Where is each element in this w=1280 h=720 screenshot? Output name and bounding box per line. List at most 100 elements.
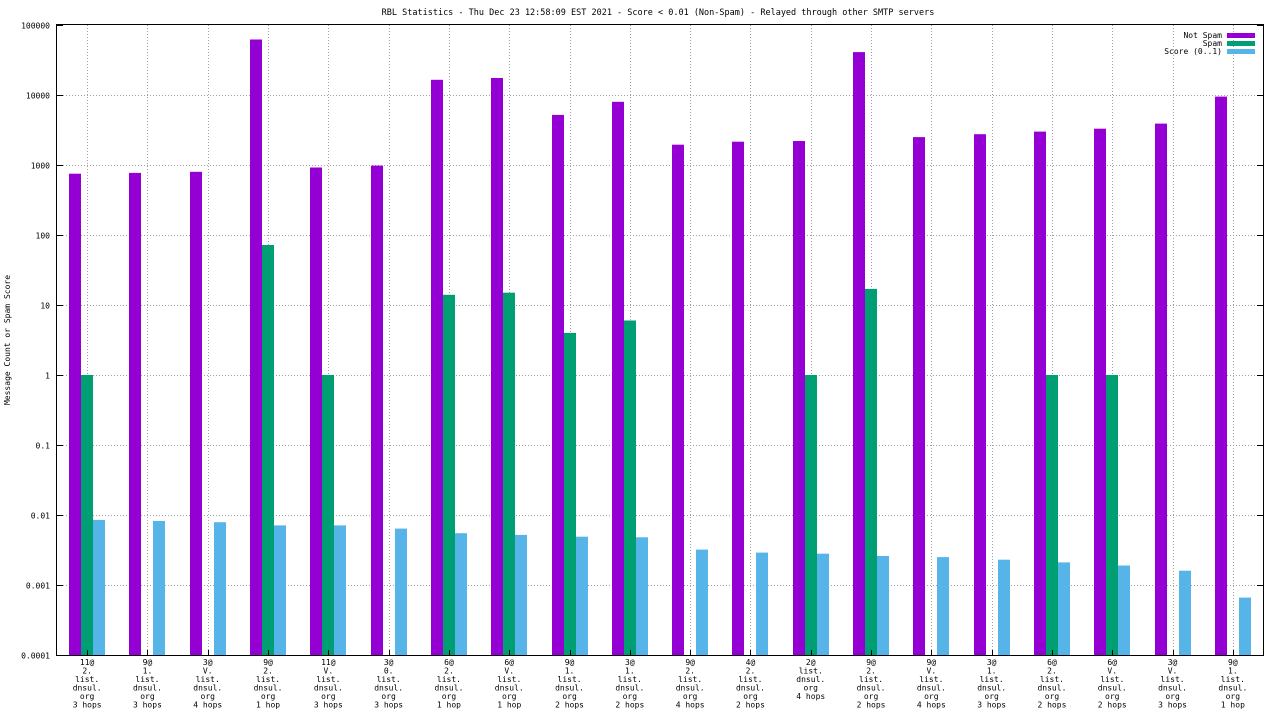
x-tick-label-line: 2 hops (1098, 701, 1127, 710)
x-tick-label-line: 6@ (1107, 658, 1117, 667)
bar-score-0-1 (877, 556, 889, 655)
x-tick-label-line: V. (927, 667, 937, 676)
x-tick-label-line: dnsul. (434, 684, 463, 693)
bar-score-0-1 (998, 559, 1010, 655)
x-tick-label-line: org (442, 692, 457, 701)
x-tick-label: 6@ 2. list. dnsul. org 2 hops (1037, 658, 1066, 710)
y-tick-label: 100000 (21, 22, 50, 31)
x-tick-label: 3@ 1. list. dnsul. org 3 hops (977, 658, 1006, 710)
bar-not-spam (974, 134, 986, 655)
x-tick-label-line: dnsul. (917, 684, 946, 693)
bar-spam (503, 292, 515, 655)
bar-score-0-1 (937, 557, 949, 655)
x-tick-label: 11@ V. list. dnsul. org 3 hops (314, 658, 343, 710)
x-tick-label-line: dnsul. (615, 684, 644, 693)
x-tick-label-line: 6@ (504, 658, 514, 667)
bar-spam (81, 375, 93, 655)
bar-not-spam (732, 141, 744, 655)
bar-score-0-1 (455, 533, 467, 655)
x-tick-label-line: 3 hops (314, 701, 343, 710)
x-tick-label-line: V. (1168, 667, 1178, 676)
bar-score-0-1 (153, 521, 165, 655)
y-tick-label: 10 (40, 302, 50, 311)
x-tick-label-line: org (1165, 692, 1180, 701)
x-tick-label: 9@ 1. list. dnsul. org 1 hop (1218, 658, 1247, 710)
bar-not-spam (250, 39, 262, 655)
bar-spam (805, 375, 817, 655)
bar-spam (1046, 375, 1058, 655)
y-tick-label: 0.01 (31, 512, 50, 521)
x-tick-label-line: 3 hops (73, 701, 102, 710)
bar-spam (262, 245, 274, 655)
x-tick-label-line: list. (980, 675, 1004, 684)
x-tick-label-line: 0. (384, 667, 394, 676)
legend-swatch (1227, 41, 1255, 46)
x-tick-label-line: 3 hops (977, 701, 1006, 710)
x-tick-label-line: list. (1100, 675, 1124, 684)
x-tick-label-line: 9@ (685, 658, 695, 667)
x-tick-label-line: V. (203, 667, 213, 676)
x-tick-label-line: 11@ (80, 658, 95, 667)
x-tick-label: 11@ 2. list. dnsul. org 3 hops (73, 658, 102, 710)
x-tick-label-line: 9@ (565, 658, 575, 667)
x-tick-label-line: dnsul. (193, 684, 222, 693)
legend-label: Not Spam (1183, 31, 1222, 40)
x-tick-label-line: dnsul. (495, 684, 524, 693)
bar-not-spam (672, 144, 684, 655)
x-tick-label-line: list. (1221, 675, 1245, 684)
x-tick-label-line: 2. (263, 667, 273, 676)
bar-not-spam (491, 78, 503, 655)
x-tick-label-line: list. (919, 675, 943, 684)
x-tick-label-line: V. (504, 667, 514, 676)
bar-score-0-1 (1118, 565, 1130, 655)
x-tick-label-line: 3 hops (374, 701, 403, 710)
x-tick-label-line: list. (256, 675, 280, 684)
bar-not-spam (853, 52, 865, 656)
plot-frame (56, 24, 1264, 656)
x-tick-label-line: 1. (987, 667, 997, 676)
x-tick-label-line: org (502, 692, 517, 701)
x-tick-label: 4@ 2. list. dnsul. org 2 hops (736, 658, 765, 710)
x-tick-label-line: dnsul. (796, 675, 825, 684)
bar-score-0-1 (817, 553, 829, 655)
x-tick-label-line: 2 hops (1037, 701, 1066, 710)
x-tick-label-line: org (80, 692, 95, 701)
x-tick-label-line: list. (1161, 675, 1185, 684)
bar-score-0-1 (696, 549, 708, 655)
bar-score-0-1 (515, 534, 527, 655)
y-tick-label: 1000 (31, 162, 50, 171)
bar-not-spam (793, 141, 805, 655)
x-tick-label-line: list. (377, 675, 401, 684)
x-tick-label: 3@ 1. list. dnsul. org 2 hops (615, 658, 644, 710)
x-tick-label-line: dnsul. (1098, 684, 1127, 693)
x-tick-label-line: dnsul. (133, 684, 162, 693)
y-tick-label: 0.001 (26, 582, 50, 591)
bar-not-spam (1215, 96, 1227, 656)
legend-swatch (1227, 49, 1255, 54)
x-tick-label-line: org (1045, 692, 1060, 701)
x-tick-label-line: org (201, 692, 216, 701)
x-tick-label-line: 2 hops (736, 701, 765, 710)
x-tick-label-line: org (683, 692, 698, 701)
x-tick-label-line: 2. (82, 667, 92, 676)
bar-not-spam (310, 167, 322, 655)
x-tick-label-line: list. (437, 675, 461, 684)
bar-score-0-1 (1179, 570, 1191, 655)
bar-not-spam (1094, 128, 1106, 655)
x-tick-label: 9@ V. list. dnsul. org 4 hops (917, 658, 946, 710)
legend-swatch (1227, 33, 1255, 38)
x-tick-label-line: 9@ (143, 658, 153, 667)
x-tick-label-line: 1 hop (256, 701, 280, 710)
x-tick-label-line: org (321, 692, 336, 701)
chart-title: RBL Statistics - Thu Dec 23 12:58:09 EST… (382, 8, 935, 18)
bar-score-0-1 (93, 519, 105, 655)
x-tick-label-line: 3 hops (1158, 701, 1187, 710)
x-tick-label-line: org (140, 692, 155, 701)
x-tick-label-line: dnsul. (555, 684, 584, 693)
y-tick-label: 10000 (26, 92, 50, 101)
x-tick-label-line: dnsul. (857, 684, 886, 693)
bar-not-spam (129, 172, 141, 655)
x-tick-label-line: dnsul. (1037, 684, 1066, 693)
x-tick-label-line: 1 hop (497, 701, 521, 710)
x-tick-label-line: list. (678, 675, 702, 684)
